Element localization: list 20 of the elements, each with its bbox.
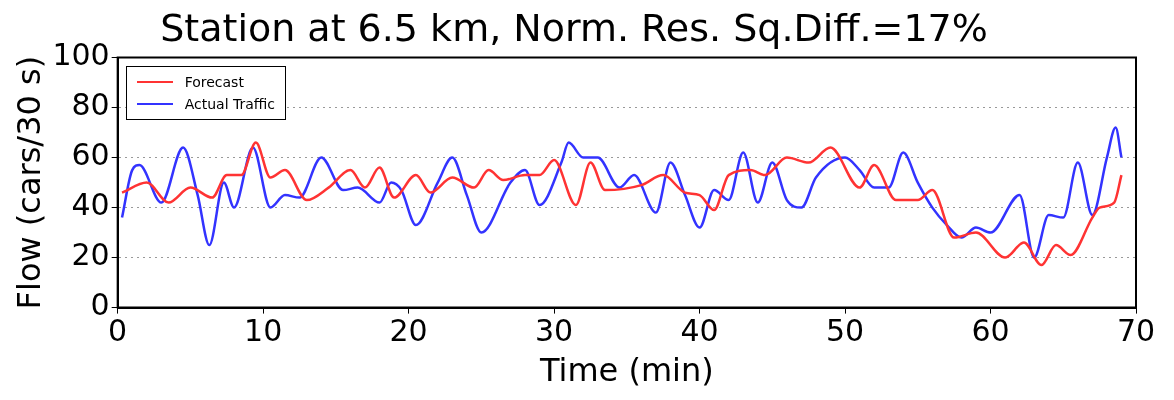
y-tick-label: 100	[52, 37, 110, 73]
y-tick-label: 40	[71, 187, 110, 223]
chart-title: Station at 6.5 km, Norm. Res. Sq.Diff.=17%	[160, 5, 988, 50]
x-axis-title: Time (min)	[538, 351, 714, 390]
y-tick-label: 0	[90, 287, 110, 323]
x-tick-label: 70	[1116, 313, 1156, 349]
legend-label: Actual Traffic	[184, 94, 276, 114]
line-series	[120, 141, 1123, 267]
legend-label: Forecast	[184, 72, 244, 92]
y-tick-label: 20	[71, 237, 110, 273]
x-tick-label: 20	[389, 313, 428, 349]
x-tick-label: 40	[680, 313, 719, 349]
y-tick-label: 60	[71, 137, 110, 173]
y-tick-label: 80	[71, 87, 110, 123]
x-tick-label: 50	[825, 313, 865, 349]
x-tick-label: 10	[244, 313, 283, 349]
x-tick-label: 60	[971, 313, 1010, 349]
x-tick-label: 30	[535, 313, 574, 349]
line-series	[120, 126, 1123, 259]
y-axis-title: Flow (cars/30 s)	[9, 55, 48, 310]
